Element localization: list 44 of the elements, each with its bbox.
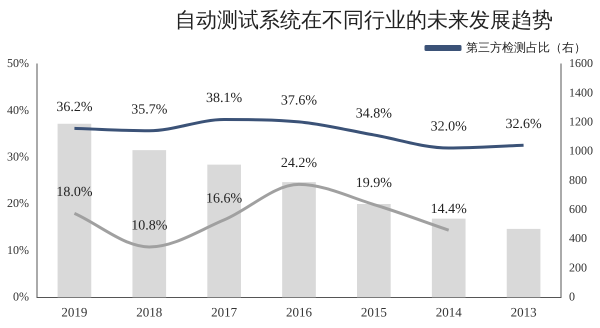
bar [432,218,466,298]
legend-label: 第三方检测占比（右） [466,40,586,54]
x-tick-label: 2014 [436,304,462,320]
chart-title: 自动测试系统在不同行业的未来发展趋势 [174,7,554,34]
y-tick-label: 40% [6,102,29,117]
data-label: 16.6% [206,192,243,207]
y-tick-label: 50% [6,56,29,70]
data-label: 38.1% [206,91,243,106]
data-label: 32.6% [505,116,542,132]
x-tick-label: 2018 [136,304,162,320]
x-tick-label: 2015 [360,304,387,320]
data-label: 35.7% [131,102,168,118]
x-tick-label: 2017 [211,304,238,320]
data-label: 10.8% [131,218,168,234]
data-label: 14.4% [430,202,468,217]
x-tick-label: 2019 [61,304,88,320]
bar [282,182,316,298]
data-label: 19.9% [356,176,392,192]
data-label: 18.0% [56,185,93,200]
data-label: 24.2% [280,156,318,172]
bar [58,124,92,298]
bar [357,204,391,298]
y2-tick-label: 1600 [569,56,593,70]
bar [506,228,540,298]
x-tick-label: 2016 [286,304,312,320]
x-tick-label: 2013 [510,304,537,320]
y2-tick-label: 800 [569,172,587,187]
bar [132,150,166,298]
y2-tick-label: 600 [569,202,587,216]
y2-tick-label: 1200 [569,114,593,129]
y2-tick-label: 400 [569,231,587,246]
y-tick-label: 0% [12,290,29,304]
data-label: 36.2% [56,100,93,116]
y-tick-label: 10% [6,242,29,257]
y2-tick-label: 1000 [569,144,593,158]
data-label: 34.8% [356,106,392,122]
y2-tick-label: 200 [569,260,587,274]
data-label: 32.0% [430,120,468,135]
data-label: 37.6% [280,94,318,109]
bar [207,164,241,298]
y2-tick-label: 1400 [569,85,593,100]
y-tick-label: 30% [6,150,29,164]
y2-tick-label: 0 [569,290,575,304]
y-tick-label: 20% [6,196,29,210]
